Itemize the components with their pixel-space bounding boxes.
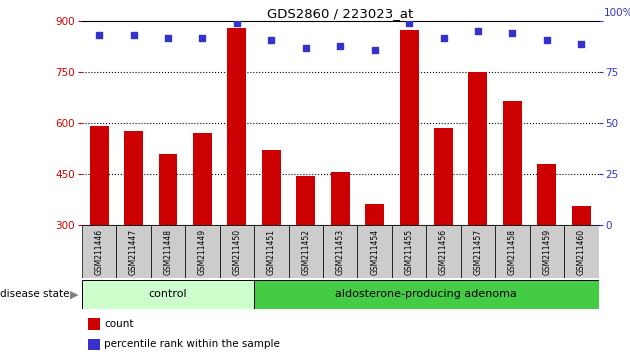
Point xyxy=(266,37,277,42)
Text: GSM211452: GSM211452 xyxy=(301,229,310,275)
Bar xyxy=(124,131,143,225)
Text: GSM211449: GSM211449 xyxy=(198,229,207,275)
Text: GSM211446: GSM211446 xyxy=(94,229,103,275)
Text: GSM211457: GSM211457 xyxy=(474,229,483,275)
Text: 100%: 100% xyxy=(604,8,630,18)
Bar xyxy=(185,225,220,278)
Text: GSM211447: GSM211447 xyxy=(129,229,138,275)
Point xyxy=(404,21,414,26)
Bar xyxy=(227,28,246,225)
Text: percentile rank within the sample: percentile rank within the sample xyxy=(104,339,280,349)
Bar xyxy=(357,225,392,278)
Bar xyxy=(151,225,185,278)
Text: aldosterone-producing adenoma: aldosterone-producing adenoma xyxy=(335,289,517,299)
Point xyxy=(542,37,552,42)
Bar xyxy=(537,164,556,225)
Point xyxy=(301,45,311,51)
Bar xyxy=(296,176,315,225)
Bar xyxy=(289,225,323,278)
Bar xyxy=(503,101,522,225)
Point xyxy=(576,41,587,46)
Bar xyxy=(159,154,178,225)
Text: GSM211459: GSM211459 xyxy=(542,229,551,275)
Text: control: control xyxy=(149,289,187,299)
Bar xyxy=(530,225,564,278)
Bar xyxy=(495,225,530,278)
Bar xyxy=(323,225,357,278)
Bar xyxy=(427,225,461,278)
Point xyxy=(94,33,104,38)
Bar xyxy=(82,225,117,278)
Bar xyxy=(89,126,108,225)
Bar xyxy=(220,225,254,278)
Text: GSM211453: GSM211453 xyxy=(336,229,345,275)
Point xyxy=(507,30,517,36)
Text: GSM211454: GSM211454 xyxy=(370,229,379,275)
Title: GDS2860 / 223023_at: GDS2860 / 223023_at xyxy=(267,7,413,20)
Point xyxy=(232,21,242,26)
Bar xyxy=(399,30,418,225)
Text: disease state: disease state xyxy=(0,289,69,299)
Bar xyxy=(331,172,350,225)
Text: GSM211460: GSM211460 xyxy=(577,229,586,275)
Bar xyxy=(254,225,289,278)
Bar xyxy=(564,225,598,278)
Bar xyxy=(117,225,151,278)
Text: GSM211456: GSM211456 xyxy=(439,229,448,275)
Point xyxy=(335,43,345,48)
Bar xyxy=(469,72,488,225)
Bar xyxy=(82,280,254,309)
Point xyxy=(370,47,380,52)
Bar xyxy=(88,338,100,350)
Text: GSM211458: GSM211458 xyxy=(508,229,517,275)
Bar xyxy=(365,204,384,225)
Point xyxy=(473,29,483,34)
Text: GSM211448: GSM211448 xyxy=(164,229,173,275)
Point xyxy=(438,35,449,40)
Bar xyxy=(254,280,598,309)
Bar xyxy=(434,128,453,225)
Bar xyxy=(392,225,427,278)
Text: GSM211450: GSM211450 xyxy=(232,229,241,275)
Text: ▶: ▶ xyxy=(71,289,79,299)
Bar xyxy=(193,133,212,225)
Bar xyxy=(262,150,281,225)
Point xyxy=(163,35,173,40)
Bar xyxy=(88,318,100,330)
Bar xyxy=(572,206,591,225)
Text: count: count xyxy=(104,319,134,329)
Text: GSM211451: GSM211451 xyxy=(267,229,276,275)
Point xyxy=(129,33,139,38)
Text: GSM211455: GSM211455 xyxy=(404,229,413,275)
Point xyxy=(197,35,207,40)
Bar xyxy=(461,225,495,278)
